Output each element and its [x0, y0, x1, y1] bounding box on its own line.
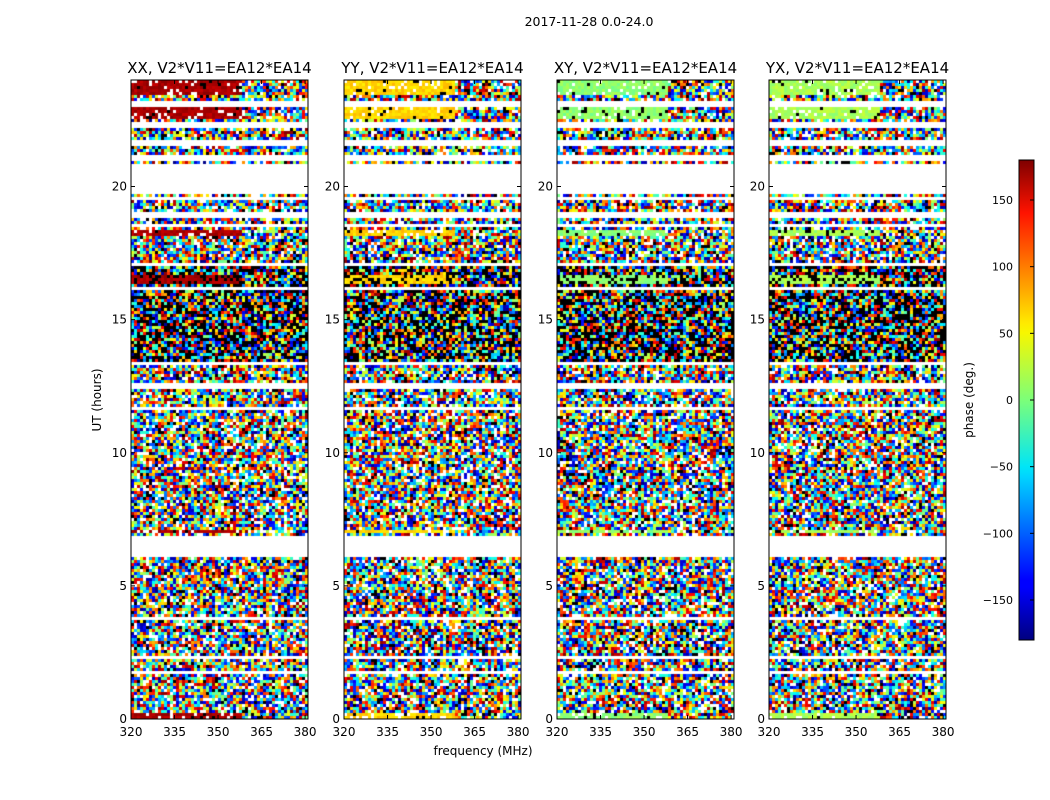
panel-title-1: YY, V2*V11=EA12*EA14 [340, 59, 523, 77]
x-tick-label: 350 [633, 725, 656, 739]
x-tick-label: 365 [250, 725, 273, 739]
y-axis-label: UT (hours) [90, 368, 104, 431]
y-tick-label: 15 [750, 313, 765, 327]
colorbar-tick-label: 150 [992, 194, 1013, 207]
colorbar-tick-label: 50 [999, 327, 1013, 340]
panel-1: YY, V2*V11=EA12*EA14 320 335 350 365 380 0 5 10 1… [325, 59, 530, 739]
y-tick-label: 5 [757, 579, 765, 593]
colorbar-tick-label: −150 [983, 594, 1013, 607]
panel-frame-3 [768, 79, 947, 720]
x-tick-label: 365 [676, 725, 699, 739]
phase-heatmap-0 [131, 80, 308, 719]
panel-title-0: XX, V2*V11=EA12*EA14 [127, 59, 311, 77]
phase-heatmap-3 [769, 80, 946, 719]
colorbar-tick-label: 0 [1006, 394, 1013, 407]
y-tick-label: 10 [112, 446, 127, 460]
panel-title-3: YX, V2*V11=EA12*EA14 [765, 59, 949, 77]
x-axis-label: frequency (MHz) [433, 744, 532, 758]
panel-0: XX, V2*V11=EA12*EA14 320 335 350 365 380 0 5 10 1… [112, 59, 317, 739]
y-tick-label: 10 [325, 446, 340, 460]
y-tick-label: 5 [545, 579, 553, 593]
y-tick-label: 0 [119, 712, 127, 726]
y-tick-label: 0 [545, 712, 553, 726]
x-tick-label: 380 [507, 725, 530, 739]
colorbar-label: phase (deg.) [962, 362, 976, 438]
x-tick-label: 335 [801, 725, 824, 739]
colorbar: −150 −100 −50 0 50 100 150 [983, 159, 1035, 641]
panel-2: XY, V2*V11=EA12*EA14 320 335 350 365 380 0 5 10 1… [538, 59, 743, 739]
panels-group: XX, V2*V11=EA12*EA14 320 335 350 365 380 0 5 10 1… [112, 59, 955, 739]
y-tick-label: 5 [119, 579, 127, 593]
phase-heatmap-2 [557, 80, 734, 719]
y-tick-label: 15 [538, 313, 553, 327]
x-tick-label: 380 [932, 725, 955, 739]
y-tick-label: 10 [750, 446, 765, 460]
y-tick-label: 20 [538, 180, 553, 194]
panel-3: YX, V2*V11=EA12*EA14 320 335 350 365 380 0 5 10 1… [750, 59, 955, 739]
x-tick-label: 335 [163, 725, 186, 739]
y-tick-label: 10 [538, 446, 553, 460]
x-tick-label: 320 [333, 725, 356, 739]
x-tick-label: 365 [888, 725, 911, 739]
phase-heatmap-1 [344, 80, 521, 719]
x-tick-label: 380 [294, 725, 317, 739]
colorbar-tick-label: 100 [992, 261, 1013, 274]
y-tick-label: 15 [112, 313, 127, 327]
y-tick-label: 5 [332, 579, 340, 593]
x-tick-label: 350 [207, 725, 230, 739]
y-tick-label: 20 [112, 180, 127, 194]
y-tick-label: 20 [325, 180, 340, 194]
y-tick-label: 15 [325, 313, 340, 327]
colorbar-ticks: −150 −100 −50 0 50 100 150 [983, 194, 1034, 607]
x-tick-label: 380 [720, 725, 743, 739]
panel-frame-0 [130, 79, 309, 720]
y-tick-label: 0 [332, 712, 340, 726]
x-tick-label: 320 [120, 725, 143, 739]
panel-frame-2 [556, 79, 735, 720]
colorbar-tick-label: −100 [983, 527, 1013, 540]
x-tick-label: 350 [420, 725, 443, 739]
panel-frame-1 [343, 79, 522, 720]
y-tick-label: 20 [750, 180, 765, 194]
y-tick-label: 0 [757, 712, 765, 726]
figure-suptitle: 2017-11-28 0.0-24.0 [525, 14, 654, 29]
colorbar-tick-label: −50 [990, 461, 1013, 474]
x-tick-label: 350 [845, 725, 868, 739]
x-tick-label: 335 [376, 725, 399, 739]
panel-title-2: XY, V2*V11=EA12*EA14 [554, 59, 737, 77]
x-tick-label: 320 [546, 725, 569, 739]
x-tick-label: 365 [463, 725, 486, 739]
x-tick-label: 320 [758, 725, 781, 739]
x-tick-label: 335 [589, 725, 612, 739]
